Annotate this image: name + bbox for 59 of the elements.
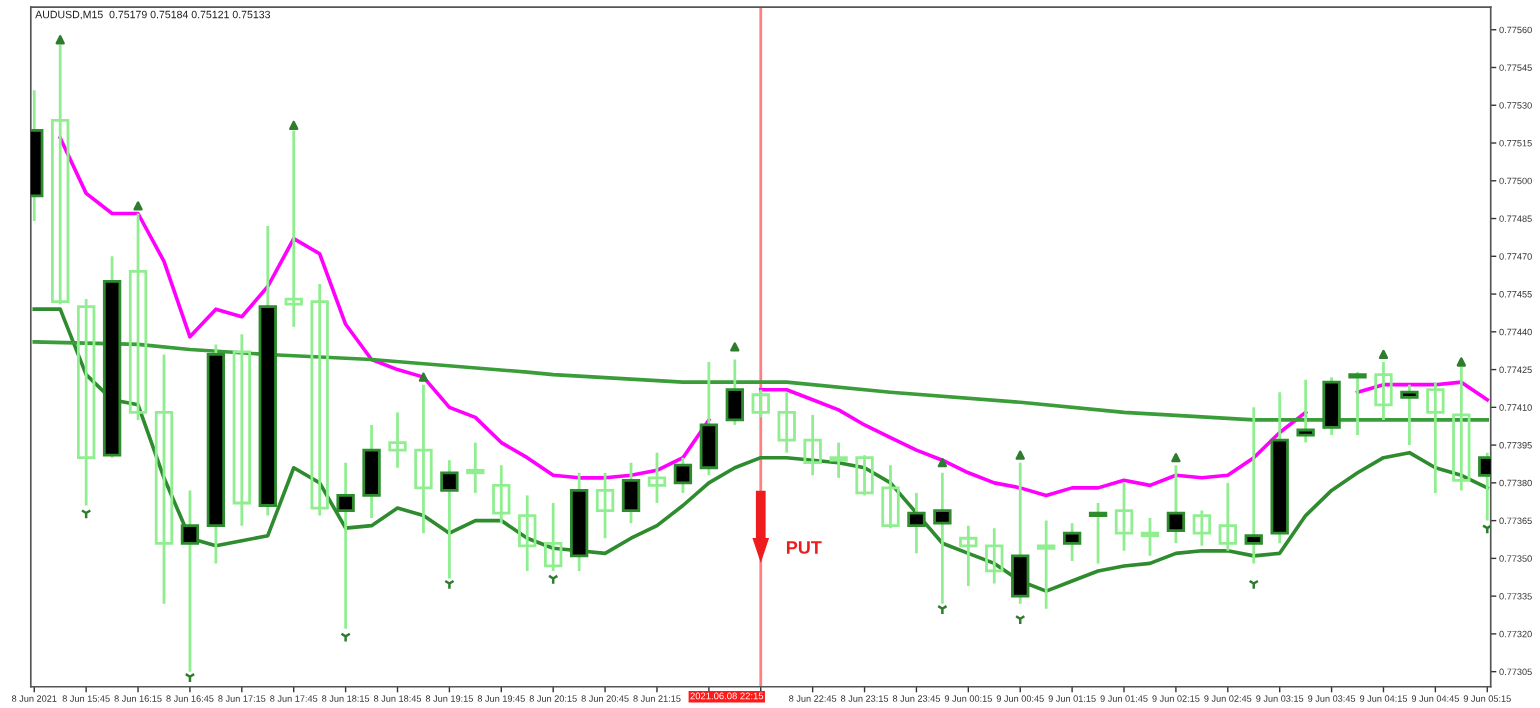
candlestick bbox=[777, 390, 796, 455]
point bbox=[1456, 357, 1466, 367]
candlestick bbox=[699, 360, 719, 477]
annotation: PUT bbox=[786, 541, 822, 554]
candlestick bbox=[725, 358, 744, 427]
candlestick bbox=[362, 423, 381, 520]
candlestick bbox=[1348, 370, 1367, 437]
candlestick bbox=[1037, 519, 1056, 611]
candlestick bbox=[803, 413, 822, 477]
candlestick bbox=[492, 463, 511, 525]
candlestick bbox=[907, 491, 926, 555]
candlestick bbox=[1296, 378, 1315, 444]
candlestick bbox=[751, 388, 770, 419]
point bbox=[133, 201, 143, 211]
candlestick bbox=[518, 494, 537, 573]
point bbox=[418, 372, 429, 382]
candlestick bbox=[232, 332, 252, 528]
candlestick bbox=[621, 461, 641, 525]
candlestick bbox=[1218, 481, 1237, 553]
candlestick bbox=[881, 463, 900, 530]
candlestick bbox=[829, 441, 848, 480]
candlestick bbox=[1374, 360, 1393, 422]
candlestick bbox=[1400, 383, 1419, 447]
candlestick bbox=[1426, 380, 1445, 495]
candlestick bbox=[1114, 481, 1134, 553]
candlestick bbox=[310, 282, 329, 517]
candlestick bbox=[959, 524, 978, 588]
candlestick bbox=[595, 471, 615, 540]
candlestick bbox=[673, 456, 693, 495]
point bbox=[1378, 349, 1389, 360]
candlestick bbox=[1244, 405, 1263, 565]
candlestick bbox=[440, 458, 459, 580]
candlestick bbox=[1140, 516, 1160, 558]
candlestick bbox=[128, 212, 148, 422]
candlestick bbox=[1192, 509, 1212, 548]
point bbox=[289, 120, 299, 131]
point bbox=[1248, 579, 1260, 590]
candlestick bbox=[647, 451, 667, 505]
candlestick bbox=[1062, 521, 1082, 563]
point bbox=[937, 458, 948, 468]
candlestick bbox=[76, 297, 96, 507]
point bbox=[55, 35, 65, 45]
line-series bbox=[32, 340, 1490, 422]
point bbox=[1481, 524, 1491, 535]
point bbox=[340, 632, 352, 643]
candlestick bbox=[388, 410, 407, 470]
candlestick bbox=[466, 441, 485, 495]
point bbox=[444, 579, 455, 590]
candlestick bbox=[414, 383, 433, 535]
candlestick bbox=[1322, 375, 1341, 437]
candlestick bbox=[154, 353, 174, 606]
point bbox=[1171, 453, 1181, 463]
candlestick bbox=[855, 453, 874, 497]
point bbox=[1015, 450, 1025, 460]
candlestick bbox=[1088, 501, 1108, 565]
candlestick bbox=[985, 526, 1004, 585]
candlestick bbox=[1166, 463, 1186, 545]
point bbox=[730, 342, 740, 352]
candlestick bbox=[544, 501, 563, 573]
